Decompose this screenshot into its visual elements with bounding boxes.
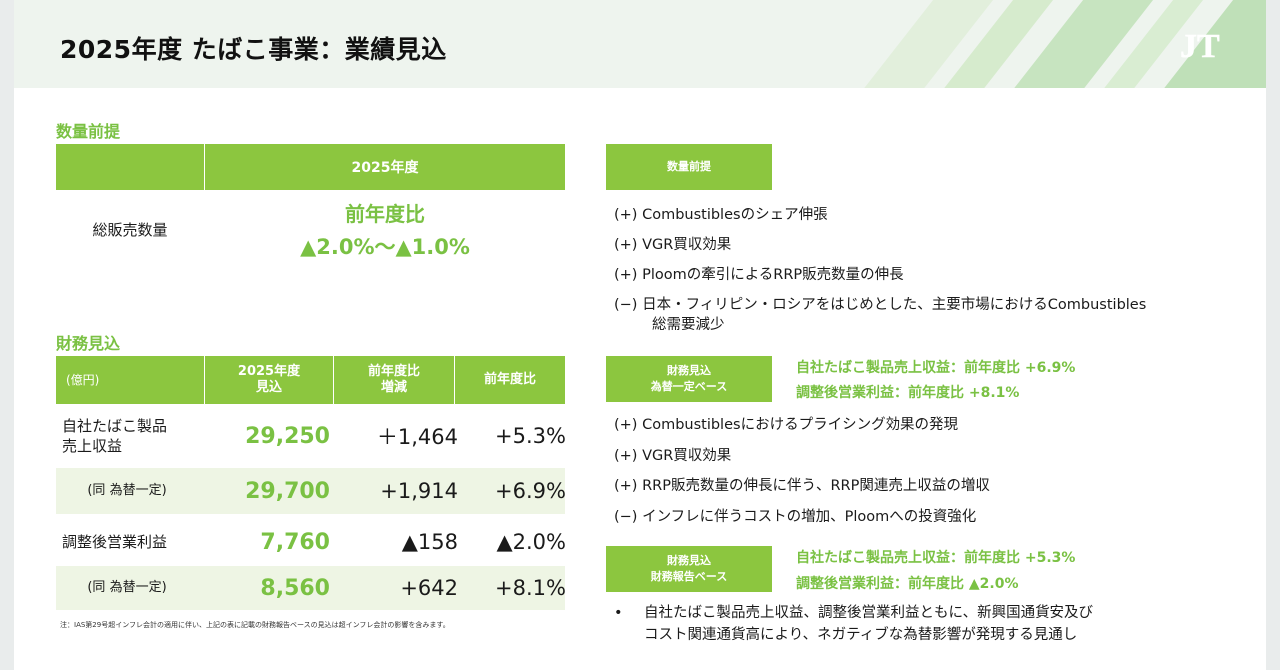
- list-item: (−) インフレに伴うコストの増加、Ploomへの投資強化: [614, 509, 977, 525]
- ratio-value: +5.3%: [495, 424, 566, 448]
- finance-section-label: 財務見込: [56, 334, 121, 353]
- list-item: (+) VGR買収効果: [614, 237, 732, 253]
- forecast-value: 7,760: [260, 529, 330, 555]
- list-item-text: 自社たばこ製品売上収益、調整後営業利益ともに、新興国通貨安及び: [644, 605, 1094, 621]
- table-row: 自社たばこ製品 売上収益 29,250 ＋1,464 +5.3%: [56, 406, 566, 466]
- finance-header-unit: (億円): [56, 356, 204, 404]
- table-row: (同 為替一定) 8,560 +642 +8.1%: [56, 566, 566, 610]
- list-item-continuation: 総需要減少: [652, 317, 725, 333]
- tag-line: 財務見込: [667, 554, 711, 567]
- volume-tag: 数量前提: [606, 144, 772, 190]
- tag-line: 財務報告ベース: [650, 570, 728, 583]
- diff-value: +642: [400, 576, 458, 600]
- volume-section-label: 数量前提: [56, 122, 121, 141]
- row-label: (同 為替一定): [87, 483, 167, 498]
- list-item: (+) Ploomの牽引によるRRP販売数量の伸長: [614, 267, 904, 283]
- volume-table-header-blank: [56, 144, 204, 190]
- volume-row-label: 総販売数量: [92, 220, 168, 239]
- report-highlight-revenue: 自社たばこ製品売上収益：前年度比 +5.3%: [796, 550, 1076, 566]
- ratio-value: ▲2.0%: [496, 530, 566, 554]
- report-highlight-profit: 調整後営業利益：前年度比 ▲2.0%: [796, 576, 1019, 592]
- finance-header-ratio: 前年度比: [455, 356, 565, 404]
- forecast-value: 29,700: [245, 478, 330, 504]
- row-label: 自社たばこ製品 売上収益: [62, 417, 168, 455]
- forecast-value: 8,560: [260, 575, 330, 601]
- const-highlight-profit: 調整後営業利益：前年度比 +8.1%: [796, 385, 1020, 401]
- tag-line: 為替一定ベース: [650, 380, 728, 393]
- table-row: 調整後営業利益 7,760 ▲158 ▲2.0%: [56, 518, 566, 566]
- jt-logo: JT: [1180, 28, 1220, 64]
- ratio-value: +6.9%: [495, 479, 566, 503]
- ratio-value: +8.1%: [495, 576, 566, 600]
- reporting-basis-tag: 財務見込 財務報告ベース: [606, 546, 772, 592]
- list-item-text: (−) 日本・フィリピン・ロシアをはじめとした、主要市場におけるCombusti…: [614, 297, 1147, 313]
- row-label: (同 為替一定): [87, 580, 167, 595]
- diff-value: ＋1,464: [376, 425, 458, 449]
- footnote: 注：IAS第29号超インフレ会計の適用に伴い、上記の表に記載の財務報告ベースの見…: [60, 621, 450, 629]
- list-item: (+) Combustiblesのシェア伸張: [614, 207, 828, 223]
- svg-text:JT: JT: [1180, 28, 1220, 64]
- const-currency-tag: 財務見込 為替一定ベース: [606, 356, 772, 402]
- row-label: 調整後営業利益: [62, 533, 168, 551]
- table-row: (同 為替一定) 29,700 +1,914 +6.9%: [56, 468, 566, 514]
- list-item: • 自社たばこ製品売上収益、調整後営業利益ともに、新興国通貨安及び コスト関連通…: [614, 602, 1214, 646]
- volume-ratio-value: ▲2.0%～▲1.0%: [300, 235, 470, 259]
- const-highlight-revenue: 自社たばこ製品売上収益：前年度比 +6.9%: [796, 360, 1076, 376]
- volume-table-header: 2025年度: [205, 144, 565, 190]
- list-item: (+) RRP販売数量の伸長に伴う、RRP関連売上収益の増収: [614, 478, 990, 494]
- finance-header-forecast: 2025年度 見込: [205, 356, 333, 404]
- header-banner: 2025年度 たばこ事業：業績見込 JT: [14, 0, 1266, 88]
- bullet-dot: •: [614, 605, 623, 621]
- forecast-value: 29,250: [245, 423, 330, 449]
- volume-ratio-label: 前年度比: [345, 202, 425, 226]
- diff-value: +1,914: [380, 479, 458, 503]
- list-item-continuation: コスト関連通貨高により、ネガティブな為替影響が発現する見通し: [644, 627, 1078, 643]
- diff-value: ▲158: [401, 530, 458, 554]
- list-item: (+) VGR買収効果: [614, 448, 732, 464]
- list-item: (−) 日本・フィリピン・ロシアをはじめとした、主要市場におけるCombusti…: [614, 295, 1146, 335]
- tag-line: 財務見込: [667, 364, 711, 377]
- slide: 2025年度 たばこ事業：業績見込 JT 数量前提 2025年度 総販売数量 前…: [14, 0, 1266, 670]
- finance-header-diff: 前年度比 増減: [334, 356, 454, 404]
- page-title: 2025年度 たばこ事業：業績見込: [60, 35, 447, 64]
- list-item: (+) Combustiblesにおけるプライシング効果の発現: [614, 417, 959, 433]
- volume-tag-label: 数量前提: [667, 160, 711, 173]
